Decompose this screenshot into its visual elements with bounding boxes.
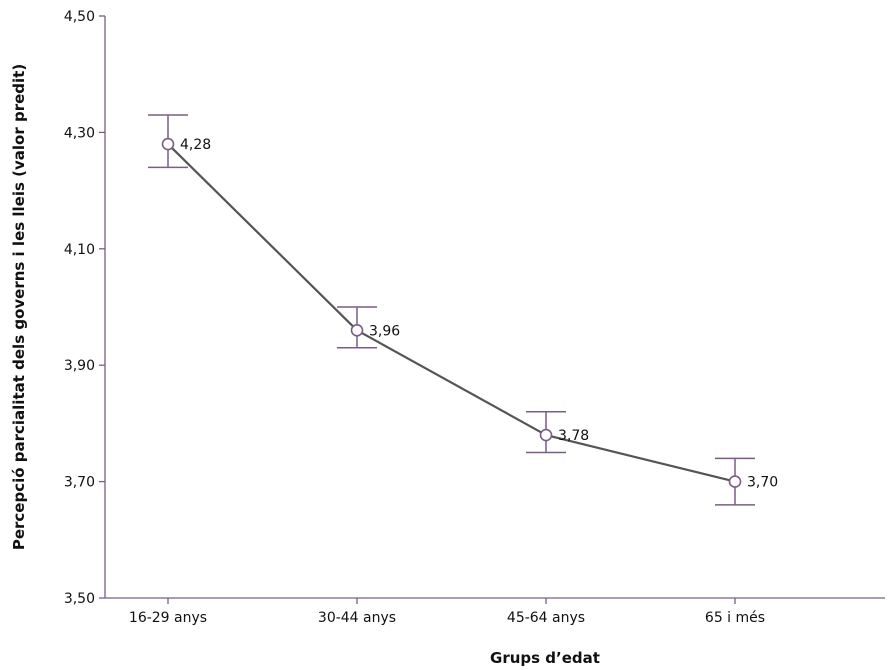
y-tick-label: 4,10	[64, 242, 95, 258]
x-axis-title: Grups d’edat	[490, 649, 600, 667]
data-label: 3,96	[369, 323, 400, 339]
x-tick-label: 16-29 anys	[129, 610, 207, 626]
x-axis-ticks: 16-29 anys 30-44 anys 45-64 anys 65 i més	[129, 598, 765, 626]
y-axis-title: Percepció parcialitat dels governs i les…	[10, 64, 28, 550]
x-tick-label: 45-64 anys	[507, 610, 585, 626]
x-tick-label: 30-44 anys	[318, 610, 396, 626]
data-label: 3,70	[747, 475, 778, 491]
data-label: 4,28	[180, 137, 211, 153]
axes	[104, 16, 885, 599]
data-labels: 4,28 3,96 3,78 3,70	[180, 137, 778, 491]
series	[161, 137, 742, 488]
error-bars	[148, 114, 755, 506]
data-point	[539, 428, 553, 442]
y-tick-label: 4,50	[64, 9, 95, 25]
data-point	[728, 475, 742, 488]
y-tick-label: 3,50	[64, 591, 95, 607]
y-tick-label: 3,90	[64, 358, 95, 374]
data-label: 3,78	[558, 428, 589, 444]
x-tick-label: 65 i més	[705, 610, 765, 626]
data-point	[161, 137, 175, 151]
y-tick-label: 3,70	[64, 475, 95, 491]
y-tick-label: 4,30	[64, 125, 95, 141]
data-point	[350, 323, 364, 337]
series-line	[167, 143, 736, 483]
y-axis-ticks: 3,50 3,70 3,90 4,10 4,30 4,50	[64, 9, 105, 607]
